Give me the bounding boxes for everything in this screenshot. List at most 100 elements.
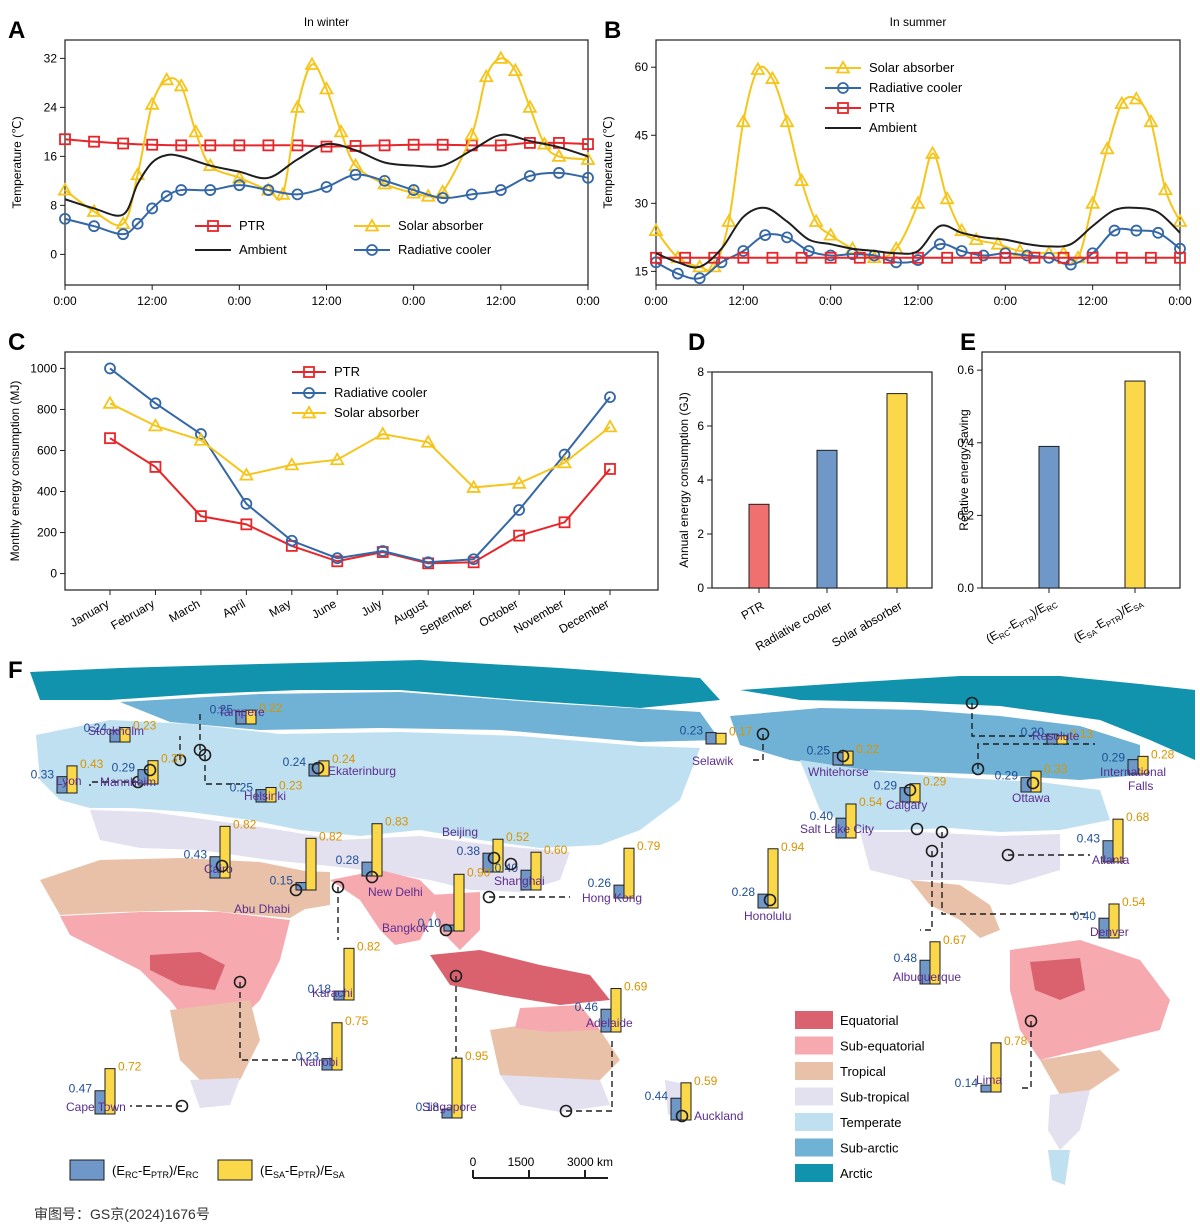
- city-value-sa: 0.79: [637, 839, 661, 853]
- data-point-rc: [291, 188, 304, 201]
- city-marker: [836, 749, 850, 763]
- data-point-sa: [435, 184, 451, 198]
- chart-annual-energy: 0 2 4 6 8 Annual energy consumption (GJ) PTRRa…: [677, 365, 933, 654]
- city-value-sa: 0.78: [1004, 1034, 1028, 1048]
- city-value-rc: 0.47: [69, 1082, 93, 1096]
- city-bar-sa: [1112, 818, 1124, 863]
- city-bar-sa: [305, 837, 317, 891]
- data-point-ptr: [679, 251, 692, 264]
- x-tick-label: 12:00: [728, 294, 758, 308]
- city-bar-sa: [1030, 770, 1042, 793]
- city-value-sa: 0.52: [506, 830, 530, 844]
- data-point-ptr: [117, 137, 130, 150]
- y-tick-label: 30: [635, 196, 649, 210]
- x-tick-label: 12:00: [903, 294, 933, 308]
- bar-2: [886, 393, 908, 589]
- city-name: Calgary: [886, 798, 927, 812]
- panel-label-a: A: [8, 17, 25, 44]
- city-value-sa: 0.75: [345, 1014, 369, 1028]
- climate-label: Equatorial: [840, 1013, 899, 1028]
- city-value-sa: 0.90: [467, 865, 491, 879]
- data-point-sa: [144, 96, 160, 110]
- city-bar-rc: [705, 732, 717, 745]
- city-value-sa: 0.59: [694, 1074, 718, 1088]
- y-tick-label: 15: [635, 264, 649, 278]
- city-value-rc: 0.43: [1077, 832, 1101, 846]
- data-point-rc: [59, 212, 71, 225]
- data-point-sa: [466, 479, 482, 493]
- data-point-sa: [130, 166, 146, 181]
- zone-subarctic-eurasia: [120, 692, 720, 742]
- series-line-ambient: [64, 133, 589, 217]
- city-value-sa: 0.17: [729, 724, 753, 738]
- data-point-rc: [160, 190, 173, 203]
- climate-label: Tropical: [840, 1064, 886, 1079]
- zone-subtropical-south-africa: [190, 1078, 240, 1108]
- data-point-rc: [1108, 224, 1121, 237]
- series-line-rc: [64, 171, 589, 236]
- legend-label-ambient: Ambient: [869, 120, 917, 135]
- data-point-ptr: [513, 529, 525, 542]
- data-point-ptr: [824, 251, 837, 264]
- series-line-sa: [655, 65, 1181, 272]
- city-name: Honolulu: [744, 909, 791, 923]
- data-point-sa: [159, 71, 175, 86]
- x-tick-label: January: [68, 596, 112, 629]
- panel-label-c: C: [8, 329, 25, 356]
- data-point-rc: [671, 267, 684, 280]
- city-bar-sa: [453, 873, 465, 932]
- city-value-rc: 0.46: [575, 1000, 599, 1014]
- city-bar-sa: [530, 851, 542, 891]
- y-tick-label: 6: [697, 419, 704, 433]
- zone-subequatorial-india: [330, 870, 440, 945]
- city-value-sa: 0.82: [357, 939, 381, 953]
- city-marker: [482, 890, 496, 904]
- data-point-ptr: [1144, 251, 1157, 264]
- data-point-rc: [331, 552, 344, 565]
- city-value-sa: 0.54: [859, 795, 883, 809]
- y-tick-label: 4: [697, 473, 704, 487]
- city-bar-sa: [1056, 735, 1068, 745]
- y-axis-label: Temperature (℃): [601, 116, 615, 208]
- data-point-rc: [693, 272, 706, 285]
- city-marker: [175, 1099, 189, 1113]
- data-point-sa: [57, 182, 73, 196]
- series-line-ptr: [64, 138, 589, 148]
- climate-legend: Equatorial Sub-equatorial Tropical Sub-trop…: [795, 1011, 925, 1182]
- zone-temperate-northamerica: [800, 760, 1110, 832]
- data-point-ptr: [59, 133, 71, 146]
- city-bar-sa: [715, 732, 727, 745]
- city-name: Karachi: [312, 986, 353, 1000]
- data-point-sa: [329, 451, 345, 466]
- chart-summer-temperature: In summer 15 30 45 60 0:00 12:00 0:00 12:00 0:00 1…: [601, 15, 1192, 308]
- x-tick-label: June: [309, 596, 339, 621]
- zone-subequatorial-southamerica: [1010, 940, 1170, 1060]
- data-point-ptr: [708, 251, 721, 264]
- city-name: Stockholm: [88, 724, 144, 738]
- climate-label: Sub-arctic: [840, 1141, 899, 1156]
- data-point-sa: [794, 172, 810, 187]
- city-value-sa: 0.72: [118, 1060, 142, 1074]
- city-bar-sa: [680, 1082, 692, 1121]
- city-name: Hong Kong: [582, 891, 642, 905]
- data-point-rc: [240, 497, 253, 510]
- city-name: Nairobi: [300, 1055, 338, 1069]
- data-point-ptr: [240, 518, 253, 531]
- legend-label-sa: Solar absorber: [334, 405, 420, 420]
- climate-label: Sub-tropical: [840, 1090, 909, 1105]
- data-point-sa: [511, 475, 527, 489]
- data-point-sa: [464, 127, 480, 141]
- y-tick-label: 400: [37, 485, 57, 499]
- city-name: Atlanta: [1092, 853, 1130, 867]
- data-point-rc: [262, 184, 275, 196]
- x-tick-label: 0:00: [402, 294, 426, 308]
- city-value-rc: 0.24: [283, 755, 307, 769]
- data-point-sa: [764, 70, 780, 84]
- data-point-rc: [933, 238, 946, 251]
- x-tick-label: July: [359, 596, 384, 619]
- city-leader-line: [750, 734, 764, 761]
- city-value-rc: 0.29: [874, 779, 898, 793]
- y-tick-label: 0.6: [957, 363, 974, 377]
- city-leader-line: [971, 703, 1032, 737]
- data-point-rc: [175, 184, 188, 196]
